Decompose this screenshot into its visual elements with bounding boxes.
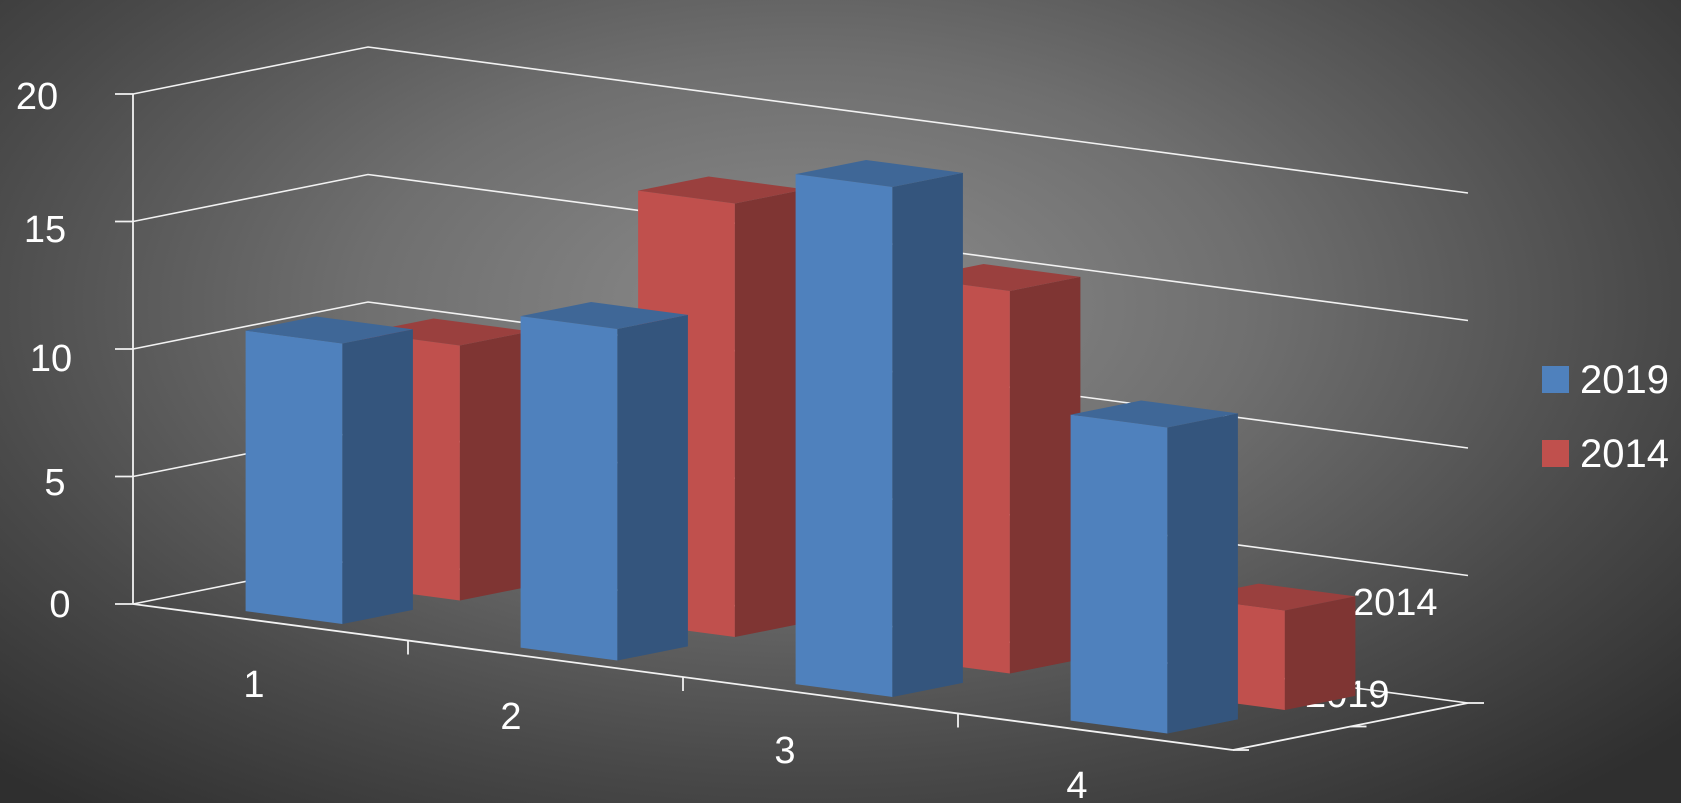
legend-swatch-2019 bbox=[1542, 366, 1569, 393]
bar-side-face bbox=[892, 172, 963, 697]
gridline-20 bbox=[132, 46, 1469, 194]
bar-2019-2 bbox=[520, 302, 688, 661]
y-tick-label-0: 0 bbox=[49, 584, 70, 626]
bar-side-face bbox=[459, 331, 531, 601]
x-axis-category-labels: 1 2 3 4 bbox=[243, 664, 1087, 803]
y-tick-label-5: 5 bbox=[44, 462, 65, 504]
y-axis-tick-labels: 0 5 10 15 20 bbox=[16, 76, 72, 626]
bar-top-face bbox=[363, 318, 531, 346]
bar-2019-1 bbox=[245, 316, 413, 624]
legend-item-2019: 2019 bbox=[1542, 358, 1669, 402]
y-tick-label-10: 10 bbox=[30, 338, 72, 380]
chart-walls bbox=[115, 46, 1484, 751]
legend-label-2014: 2014 bbox=[1580, 432, 1669, 476]
bar-side-face bbox=[342, 329, 413, 624]
x-category-label-1: 1 bbox=[243, 664, 264, 706]
x-category-label-2: 2 bbox=[500, 696, 521, 738]
bar-front-face bbox=[245, 330, 343, 624]
y-tick-label-15: 15 bbox=[24, 209, 66, 251]
legend-item-2014: 2014 bbox=[1542, 432, 1669, 476]
y-tick-label-20: 20 bbox=[16, 76, 58, 118]
bar-side-face bbox=[1167, 413, 1238, 734]
bar-side-face bbox=[1009, 276, 1081, 674]
bar-top-face bbox=[638, 176, 806, 204]
bar-2019-4 bbox=[1070, 400, 1238, 734]
bar-top-face bbox=[795, 160, 963, 187]
gridline-10 bbox=[132, 301, 1469, 449]
bar-top-face bbox=[1070, 400, 1238, 428]
bar-front-face bbox=[520, 316, 618, 661]
bar-top-face bbox=[245, 316, 413, 344]
bar-front-face bbox=[795, 174, 893, 698]
legend: 2019 2014 bbox=[1542, 358, 1669, 476]
depth-label-2014: 2014 bbox=[1353, 582, 1438, 624]
x-category-label-3: 3 bbox=[774, 730, 795, 772]
bar-side-face bbox=[734, 189, 806, 637]
bar-front-face bbox=[1070, 414, 1168, 734]
gridline-15 bbox=[132, 173, 1469, 322]
bars bbox=[245, 160, 1356, 734]
legend-swatch-2014 bbox=[1542, 440, 1569, 467]
bar-top-face bbox=[520, 302, 688, 329]
x-category-label-4: 4 bbox=[1066, 765, 1087, 803]
bar-2019-3 bbox=[795, 160, 963, 698]
bar-side-face bbox=[1284, 596, 1356, 710]
legend-label-2019: 2019 bbox=[1580, 358, 1669, 402]
bar-side-face bbox=[617, 314, 688, 661]
